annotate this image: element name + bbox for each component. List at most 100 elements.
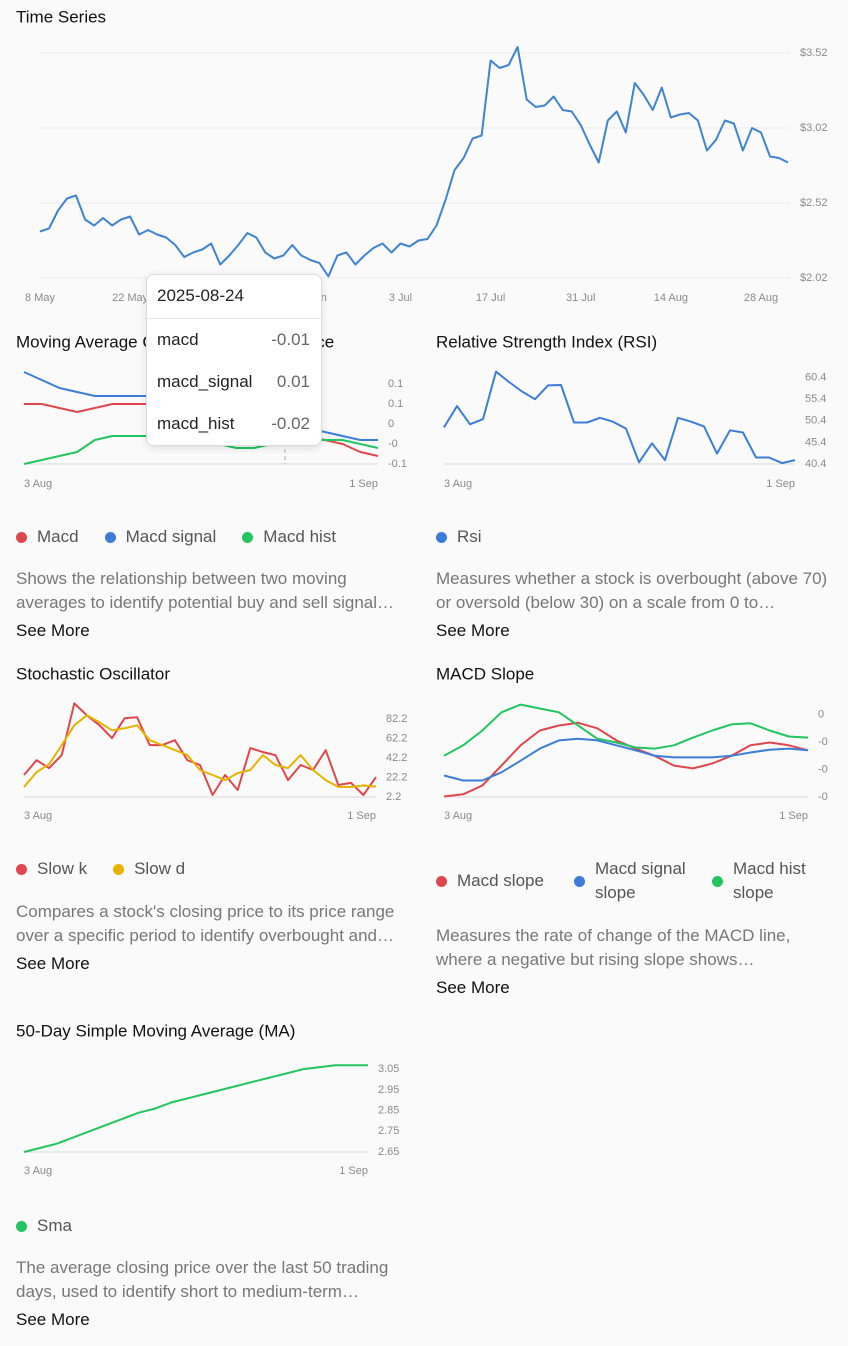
y-tick-label: $2.52	[800, 197, 828, 209]
series-line	[23, 1064, 368, 1153]
legend-label: Sma	[37, 1216, 72, 1235]
legend-item: Macd hist	[242, 525, 336, 549]
tooltip-value: -0.01	[271, 330, 310, 349]
y-tick-label: 22.2	[386, 771, 407, 783]
tooltip-value: -0.02	[271, 414, 310, 433]
legend-label: Macd hist	[263, 527, 337, 546]
x-tick-label: 22 May	[112, 292, 149, 304]
y-tick-label: 55.4	[805, 393, 826, 405]
series-line	[39, 46, 789, 278]
tooltip-value: 0.01	[276, 372, 310, 391]
y-tick-label: 82.2	[386, 713, 407, 725]
y-tick-label: 3.05	[378, 1063, 399, 1075]
series-line	[443, 703, 809, 757]
see-more-link[interactable]: See More	[16, 621, 90, 640]
y-tick-label: 42.2	[386, 752, 407, 764]
y-tick-label: 50.4	[805, 415, 826, 427]
legend-label: Macd hist slope	[733, 859, 806, 902]
chart-title: 50-Day Simple Moving Average (MA)	[16, 1021, 295, 1040]
tooltip: 2025-08-24 macd -0.01 macd_signal 0.01 mac…	[146, 274, 322, 446]
see-more-link[interactable]: See More	[436, 978, 510, 997]
series-line	[443, 721, 809, 798]
tooltip-label: macd_hist	[157, 414, 235, 433]
legend-swatch	[712, 875, 723, 887]
y-tick-label: -0	[818, 763, 828, 775]
legend-item: Macd	[16, 525, 79, 549]
description: Compares a stock's closing price to its …	[16, 902, 395, 945]
x-tick-label: 17 Jul	[476, 292, 505, 304]
x-tick-label: 1 Sep	[339, 1165, 368, 1177]
legend-swatch	[436, 531, 447, 543]
legend-label: Slow d	[134, 859, 186, 878]
see-more-link[interactable]: See More	[16, 954, 90, 973]
legend-swatch	[16, 863, 27, 875]
y-tick-label: 2.2	[386, 791, 401, 803]
legend-item: Macd signal slope	[574, 857, 686, 905]
x-tick-label: 3 Aug	[444, 478, 472, 490]
y-tick-label: $3.02	[800, 122, 828, 134]
legend-item: Rsi	[436, 525, 482, 549]
y-tick-label: 2.65	[378, 1146, 399, 1158]
legend-item: Slow d	[113, 857, 185, 881]
y-tick-label: $2.02	[800, 272, 828, 284]
legend: Macd Macd signal Macd hist	[16, 525, 416, 549]
y-tick-label: 0.1	[388, 398, 403, 410]
legend: Sma	[16, 1214, 416, 1238]
see-more-link[interactable]: See More	[16, 1310, 90, 1329]
x-tick-label: 3 Aug	[24, 478, 52, 490]
legend-label: Rsi	[457, 527, 482, 546]
series-line	[23, 702, 377, 796]
tooltip-row: macd_hist -0.02	[157, 414, 310, 434]
y-tick-label: 40.4	[805, 458, 826, 470]
legend-label: Slow k	[37, 859, 88, 878]
y-tick-label: 62.2	[386, 733, 407, 745]
legend-swatch	[104, 531, 116, 543]
y-tick-label: 2.75	[378, 1125, 399, 1137]
x-tick-label: 14 Aug	[654, 292, 688, 304]
description: Shows the relationship between two movin…	[16, 569, 395, 612]
legend-swatch	[113, 863, 125, 875]
y-tick-label: $3.52	[800, 47, 828, 59]
x-tick-label: 31 Jul	[566, 292, 595, 304]
y-tick-label: 2.95	[378, 1084, 399, 1096]
y-tick-label: 60.4	[805, 372, 826, 384]
y-tick-label: -0	[818, 736, 828, 748]
legend-swatch	[574, 875, 585, 887]
tooltip-title: 2025-08-24	[157, 286, 244, 305]
x-tick-label: 1 Sep	[349, 478, 378, 490]
legend-label: Macd signal slope	[595, 859, 686, 902]
legend-label: Macd	[37, 527, 79, 546]
description: The average closing price over the last …	[16, 1258, 389, 1301]
x-tick-label: 3 Aug	[24, 1165, 52, 1177]
series-line	[443, 737, 809, 782]
x-tick-label: 28 Aug	[744, 292, 778, 304]
tooltip-row: macd -0.01	[157, 330, 310, 350]
chart-title: Relative Strength Index (RSI)	[436, 332, 657, 351]
legend: Slow k Slow d	[16, 857, 416, 881]
legend-item: Macd signal	[104, 525, 216, 549]
see-more-link[interactable]: See More	[436, 621, 510, 640]
tooltip-divider	[147, 318, 321, 319]
legend: Rsi	[436, 525, 836, 549]
x-tick-label: 1 Sep	[347, 810, 376, 822]
legend-swatch	[16, 1220, 27, 1232]
y-tick-label: 0	[388, 418, 394, 430]
x-tick-label: 3 Aug	[24, 810, 52, 822]
x-tick-label: 3 Aug	[444, 810, 472, 822]
chart-title: Stochastic Oscillator	[16, 664, 170, 683]
x-tick-label: 1 Sep	[779, 810, 808, 822]
y-tick-label: 0	[818, 708, 824, 720]
legend: Macd slope Macd signal slope Macd hist slo…	[436, 857, 836, 905]
series-line	[23, 714, 377, 788]
x-tick-label: 8 May	[25, 292, 55, 304]
chart-title: MACD Slope	[436, 664, 534, 683]
legend-item: Macd hist slope	[712, 857, 824, 905]
y-tick-label: 45.4	[805, 436, 826, 448]
x-tick-label: 3 Jul	[389, 292, 412, 304]
legend-label: Macd slope	[457, 871, 544, 890]
legend-swatch	[242, 531, 254, 543]
chart-title: Time Series	[16, 7, 106, 26]
tooltip-label: macd_signal	[157, 372, 253, 391]
